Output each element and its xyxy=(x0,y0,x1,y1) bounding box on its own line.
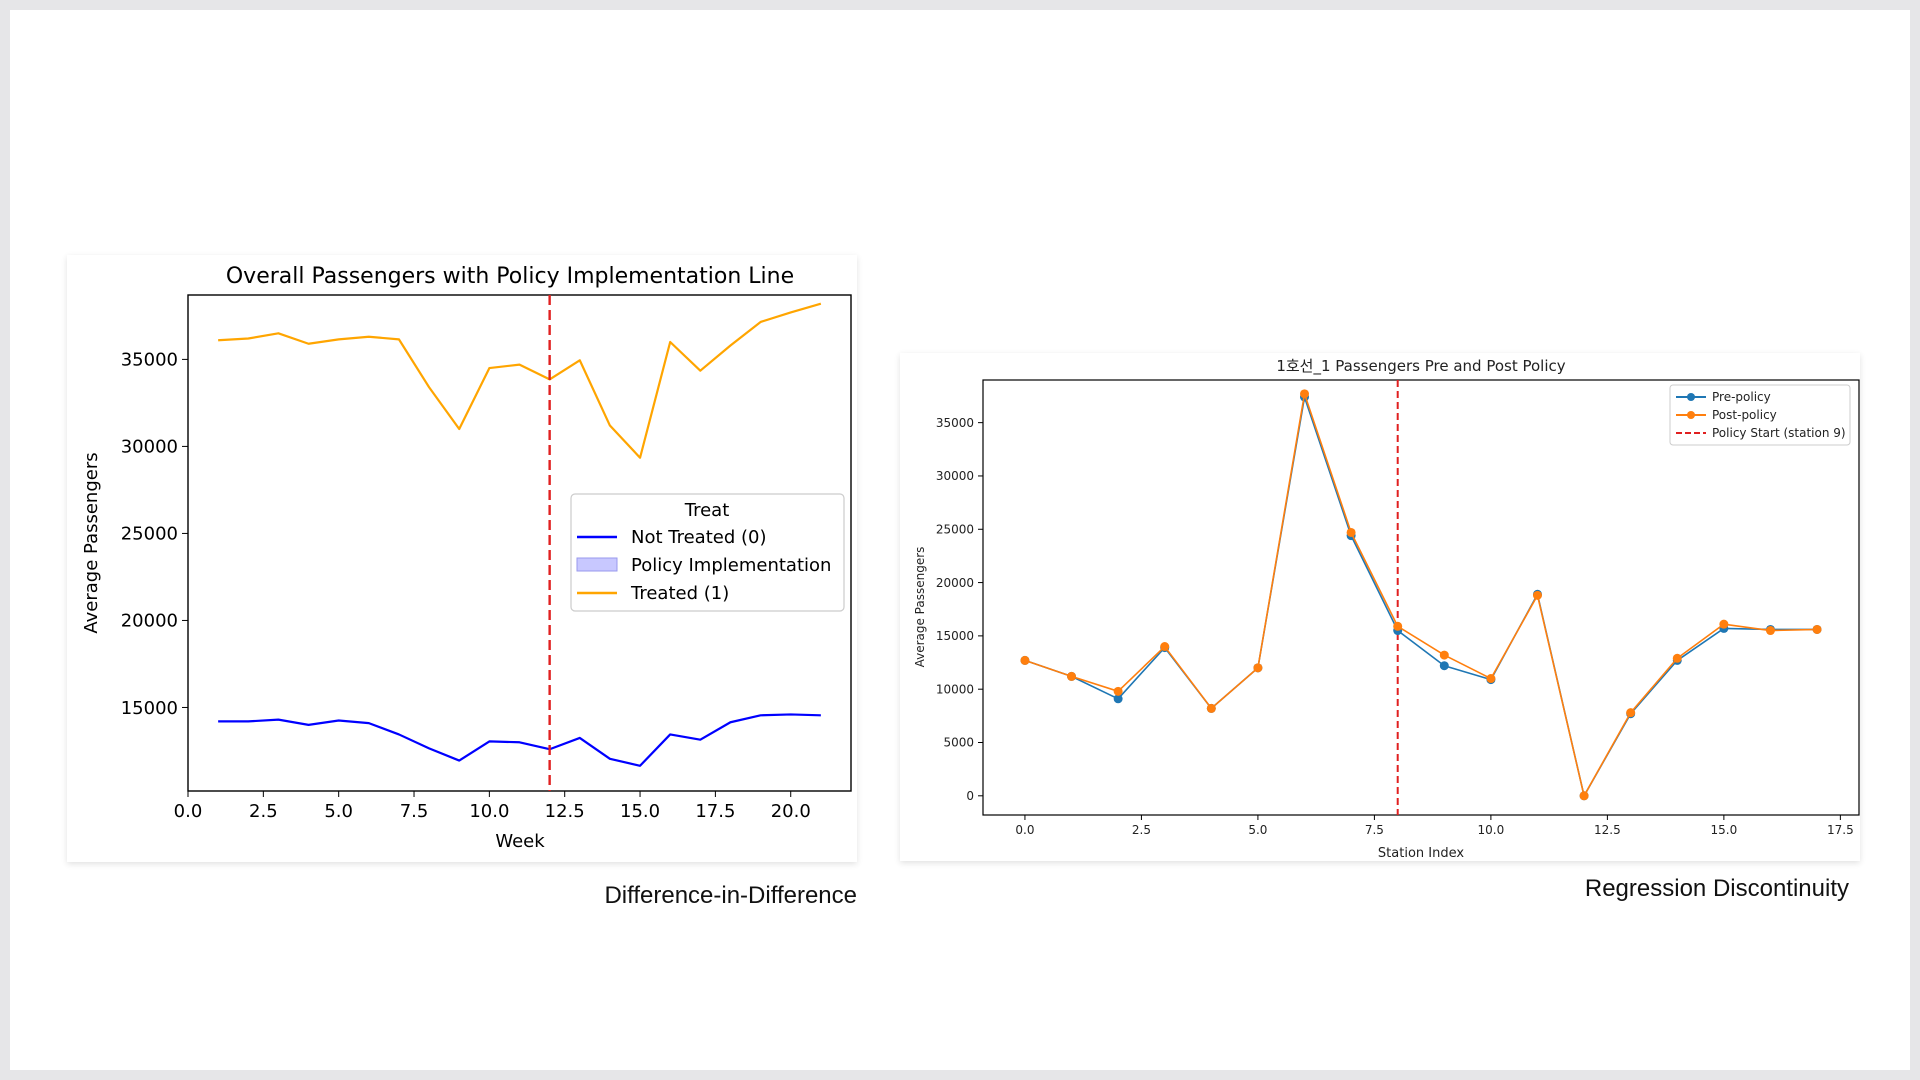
rd-point-post-policy xyxy=(1253,663,1263,673)
rd-x-tick-label: 2.5 xyxy=(1132,823,1151,837)
did-y-tick-label: 35000 xyxy=(121,350,178,371)
did-y-tick-label: 20000 xyxy=(121,611,178,632)
did-series-line-not-treated-0 xyxy=(218,713,821,767)
rd-point-post-policy xyxy=(1393,621,1403,631)
rd-x-tick-label: 12.5 xyxy=(1594,823,1621,837)
did-x-tick-label: 0.0 xyxy=(174,801,203,822)
rd-legend-marker-post xyxy=(1687,411,1695,419)
did-x-tick-label: 12.5 xyxy=(545,801,585,822)
rd-point-post-policy xyxy=(1672,653,1682,663)
rd-point-post-policy xyxy=(1439,650,1449,660)
did-x-tick-label: 7.5 xyxy=(400,801,429,822)
did-series-line-treated-1 xyxy=(218,302,822,459)
did-plot-frame xyxy=(187,294,852,792)
rd-point-post-policy xyxy=(1812,624,1822,634)
did-chart: Overall Passengers with Policy Implement… xyxy=(81,264,852,852)
rd-point-post-policy xyxy=(1160,642,1170,652)
did-y-ticks: 15000 20000 25000 30000 35000 xyxy=(121,350,188,719)
rd-x-axis-label: Station Index xyxy=(1378,846,1464,861)
rd-point-pre-policy xyxy=(1113,694,1123,704)
did-x-tick-label: 17.5 xyxy=(695,801,735,822)
did-chart-title: Overall Passengers with Policy Implement… xyxy=(226,264,794,289)
rd-x-tick-label: 0.0 xyxy=(1015,823,1034,837)
rd-point-post-policy xyxy=(1579,791,1589,801)
rd-point-post-policy xyxy=(1486,674,1496,684)
did-caption: Difference-in-Difference xyxy=(604,882,857,909)
rd-point-post-policy xyxy=(1765,626,1775,636)
did-y-tick-label: 25000 xyxy=(121,524,178,545)
rd-series-group xyxy=(1020,389,1822,801)
rd-point-pre-policy xyxy=(1439,661,1449,671)
slide: Overall Passengers with Policy Implement… xyxy=(10,10,1910,1070)
rd-plot-frame xyxy=(982,379,1860,816)
did-legend: Treat Not Treated (0) Policy Implementat… xyxy=(570,493,845,612)
did-legend-label-policy: Policy Implementation xyxy=(631,555,831,576)
rd-series-line-post-policy xyxy=(1024,393,1818,797)
rd-x-tick-label: 7.5 xyxy=(1365,823,1384,837)
rd-point-post-policy xyxy=(1300,389,1310,399)
did-chart-card: Overall Passengers with Policy Implement… xyxy=(67,255,857,862)
rd-point-post-policy xyxy=(1067,671,1077,681)
did-x-tick-label: 2.5 xyxy=(249,801,278,822)
rd-caption: Regression Discontinuity xyxy=(1584,875,1849,902)
rd-x-ticks: 0.0 2.5 5.0 7.5 10.0 12.5 15.0 17.5 xyxy=(1015,815,1854,837)
rd-point-post-policy xyxy=(1020,655,1030,665)
rd-y-tick-label: 5000 xyxy=(943,736,974,750)
did-x-axis-label: Week xyxy=(495,831,545,852)
rd-y-tick-label: 15000 xyxy=(936,629,974,643)
did-x-tick-label: 20.0 xyxy=(771,801,811,822)
did-x-ticks: 0.0 2.5 5.0 7.5 10.0 12.5 15.0 17.5 20.0 xyxy=(174,791,811,822)
rd-y-tick-label: 25000 xyxy=(936,522,974,536)
rd-point-post-policy xyxy=(1532,590,1542,600)
rd-legend: Pre-policy Post-policy Policy Start (sta… xyxy=(1669,384,1851,446)
rd-point-post-policy xyxy=(1206,703,1216,713)
rd-legend-label-pre: Pre-policy xyxy=(1712,390,1771,404)
did-x-tick-label: 15.0 xyxy=(620,801,660,822)
rd-y-tick-label: 20000 xyxy=(936,576,974,590)
rd-y-ticks: 0 5000 10000 15000 20000 25000 30000 35000 xyxy=(936,416,983,803)
rd-series-line-pre-policy xyxy=(1024,396,1818,797)
rd-point-post-policy xyxy=(1719,619,1729,629)
rd-y-tick-label: 10000 xyxy=(936,682,974,696)
rd-chart-card: 1호선_1 Passengers Pre and Post Policy 0.0… xyxy=(900,353,1860,861)
rd-legend-label-post: Post-policy xyxy=(1712,408,1777,422)
did-y-tick-label: 30000 xyxy=(121,437,178,458)
rd-y-tick-label: 35000 xyxy=(936,416,974,430)
rd-y-tick-label: 30000 xyxy=(936,469,974,483)
did-x-tick-label: 10.0 xyxy=(469,801,509,822)
rd-point-post-policy xyxy=(1346,527,1356,537)
rd-legend-marker-pre xyxy=(1687,393,1695,401)
rd-x-tick-label: 5.0 xyxy=(1248,823,1267,837)
did-legend-title: Treat xyxy=(684,500,730,521)
rd-x-tick-label: 17.5 xyxy=(1827,823,1854,837)
rd-y-axis-label: Average Passengers xyxy=(913,547,927,668)
did-y-axis-label: Average Passengers xyxy=(81,452,102,633)
rd-chart-title: 1호선_1 Passengers Pre and Post Policy xyxy=(1276,357,1565,376)
did-y-tick-label: 15000 xyxy=(121,698,178,719)
rd-legend-label-policy: Policy Start (station 9) xyxy=(1712,426,1846,440)
rd-point-post-policy xyxy=(1113,686,1123,696)
rd-x-tick-label: 15.0 xyxy=(1711,823,1738,837)
did-legend-label-treated: Treated (1) xyxy=(630,583,729,604)
rd-x-tick-label: 10.0 xyxy=(1478,823,1505,837)
did-series-group xyxy=(218,302,822,767)
did-legend-box xyxy=(570,493,845,612)
rd-point-post-policy xyxy=(1626,708,1636,718)
rd-legend-box xyxy=(1669,384,1851,446)
did-x-tick-label: 5.0 xyxy=(324,801,353,822)
rd-y-tick-label: 0 xyxy=(966,789,974,803)
did-legend-label-not-treated: Not Treated (0) xyxy=(631,527,767,548)
did-legend-swatch-policy xyxy=(576,557,618,572)
rd-chart: 1호선_1 Passengers Pre and Post Policy 0.0… xyxy=(913,357,1860,861)
